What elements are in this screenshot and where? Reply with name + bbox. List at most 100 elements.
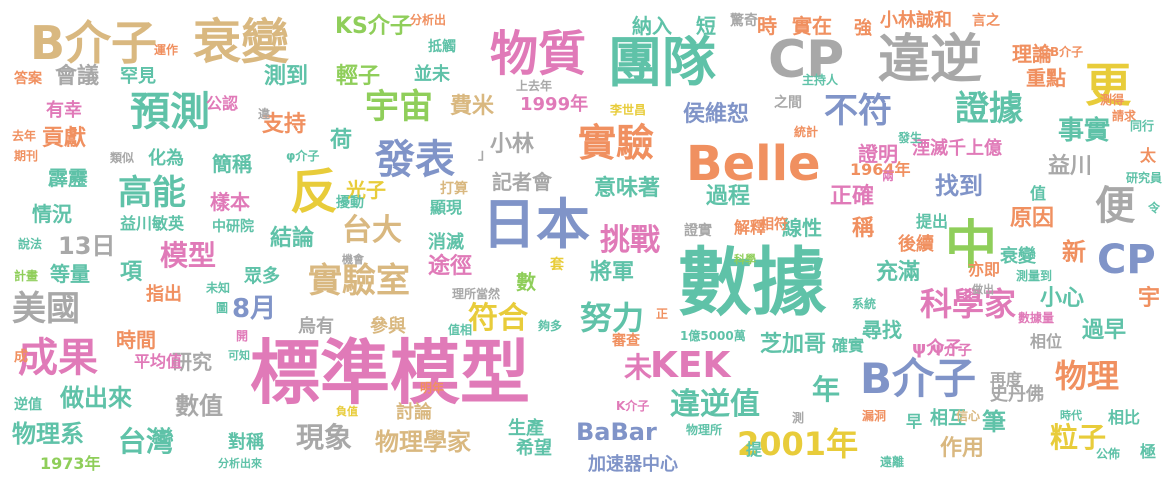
word: 證明 [858, 142, 898, 166]
word: 記者會 [492, 170, 552, 194]
word: 漏洞 [862, 409, 887, 423]
word: KEK [650, 345, 731, 386]
word: 類似 [110, 151, 135, 165]
word: 將軍 [590, 260, 635, 285]
word: 再度 [990, 370, 1023, 389]
word: 確實 [832, 336, 865, 355]
word: 8月 [232, 294, 277, 324]
word: 未知 [206, 281, 231, 295]
word: 驚奇 [730, 13, 758, 29]
word: 粒子 [1050, 421, 1107, 454]
word: 分析出來 [218, 457, 262, 470]
word: 時 [757, 14, 777, 38]
word: 霹靂 [48, 166, 88, 190]
word: 指出 [146, 284, 182, 305]
word: 亦即 [968, 260, 1001, 279]
word: 2001年 [737, 425, 859, 463]
word: 顯現 [430, 198, 463, 217]
word: 光子 [346, 178, 386, 202]
word: 事實 [1058, 116, 1111, 146]
word: 請求 [1112, 109, 1137, 123]
word: 極 [1140, 442, 1157, 461]
word: 小林 [490, 132, 535, 157]
word: 可知 [228, 349, 250, 362]
word: 更 [1085, 58, 1131, 112]
word: 負值 [336, 405, 358, 418]
word: 正確 [830, 184, 875, 209]
word: 模型 [160, 239, 217, 272]
word: 言之 [972, 13, 1000, 29]
word: 物質 [490, 26, 587, 82]
word: 違 [258, 107, 271, 121]
word: 數值 [175, 392, 223, 420]
word: 公佈 [1096, 447, 1121, 461]
word: KS介子 [335, 14, 412, 39]
word: 相比 [1108, 408, 1141, 427]
word: 小林誠和 [880, 10, 952, 31]
word: 現象 [296, 421, 353, 454]
word: 測到 [264, 64, 309, 89]
word: 證據 [955, 89, 1023, 129]
word: 提 [746, 440, 763, 459]
word: 研究 [172, 350, 212, 374]
word: 湮滅千上億 [912, 138, 1002, 159]
word: 罕見 [120, 66, 156, 87]
word: 實驗 [578, 121, 655, 165]
word: 小心 [1040, 286, 1085, 311]
word: 時間 [116, 328, 156, 352]
word: 兩 [882, 169, 895, 183]
word: 物理學家 [375, 428, 471, 456]
word: 答案 [14, 71, 42, 87]
word: 台大 [342, 213, 402, 248]
word: 對稱 [228, 432, 264, 453]
word: 簡稱 [212, 152, 252, 176]
word: 正 [656, 307, 669, 321]
word: 樣本 [210, 190, 250, 214]
word: 符合 [468, 301, 528, 336]
word: 等量 [50, 262, 90, 286]
word: 時代 [1060, 409, 1082, 422]
word: 物理所 [686, 423, 723, 437]
word: 系統 [852, 297, 877, 311]
word: 原因 [1010, 206, 1055, 231]
word: 開 [236, 329, 249, 343]
word: 抵觸 [428, 39, 456, 55]
word: 標準模型 [250, 332, 530, 414]
word: 測得 [1100, 93, 1125, 107]
word: 期刊 [14, 149, 39, 163]
word: 支持 [262, 112, 307, 137]
word: 年 [812, 373, 841, 406]
word: 費米 [450, 94, 495, 119]
word: 發表 [375, 137, 455, 183]
word: 數據 [678, 240, 826, 326]
word: 加速器中心 [588, 454, 678, 475]
word: 實在 [792, 14, 832, 38]
word: 途徑 [428, 254, 473, 279]
word: 1999年 [520, 94, 589, 115]
word: 說法 [18, 237, 43, 251]
word: 結論 [270, 226, 315, 251]
word: 反B介子 [1038, 45, 1084, 59]
word: 1964年 [850, 160, 911, 179]
word: 項 [120, 260, 143, 285]
word: 台灣 [118, 425, 175, 458]
word: 計畫 [14, 269, 39, 283]
word: 芝加哥 [760, 332, 827, 357]
word: 找到 [935, 172, 983, 200]
word: 線性 [782, 216, 822, 240]
word: ψ介子 [912, 338, 963, 359]
word: 日本 [482, 193, 590, 256]
word: 明年 [420, 381, 445, 395]
word: 筆 [982, 408, 1006, 436]
word: 美國 [12, 289, 80, 329]
word: 會議 [55, 64, 100, 89]
word: K介子 [616, 399, 650, 413]
word: 去年 [12, 129, 37, 143]
word: 發生 [898, 131, 923, 145]
word: 做出 [972, 283, 994, 296]
word: 機會 [342, 253, 364, 266]
word: 1億5000萬 [680, 329, 746, 343]
word: 希望 [516, 438, 552, 459]
word: 證實 [684, 223, 712, 239]
